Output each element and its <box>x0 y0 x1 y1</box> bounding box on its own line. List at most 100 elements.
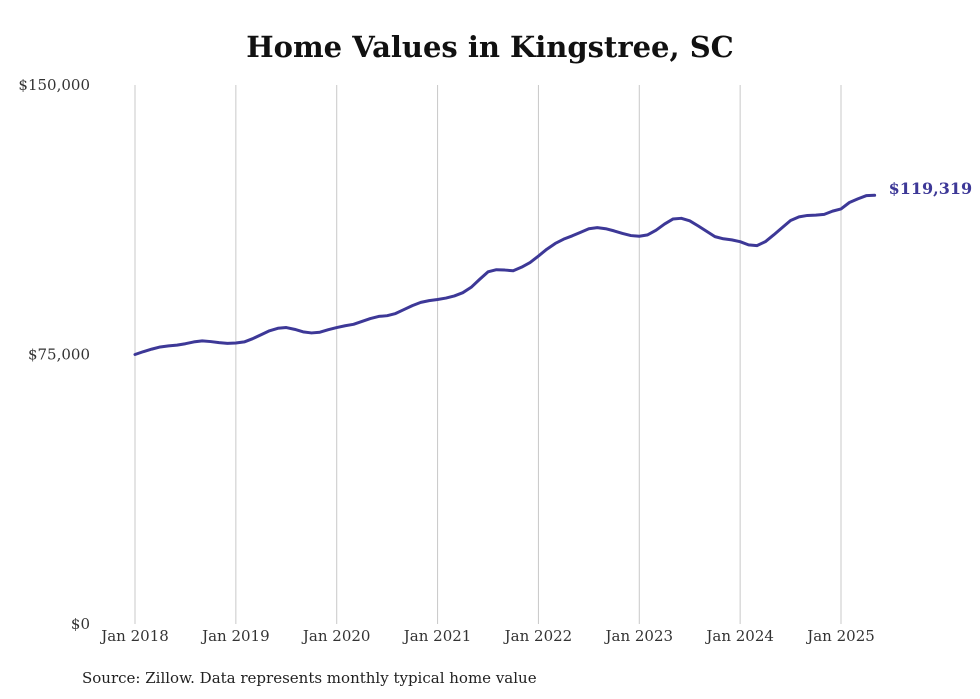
data-point <box>596 226 598 228</box>
data-point <box>260 334 262 336</box>
data-point <box>487 271 489 273</box>
data-point <box>604 228 606 230</box>
data-point <box>403 308 405 310</box>
y-tick-label: $75,000 <box>28 346 90 364</box>
data-point <box>428 299 430 301</box>
data-point <box>562 238 564 240</box>
x-tick-label: Jan 2024 <box>704 627 774 645</box>
data-point <box>520 266 522 268</box>
data-point <box>739 240 741 242</box>
data-point <box>453 295 455 297</box>
data-point <box>268 330 270 332</box>
data-point <box>184 343 186 345</box>
data-point <box>159 346 161 348</box>
x-tick-label: Jan 2022 <box>503 627 573 645</box>
data-point <box>848 201 850 203</box>
data-point <box>512 270 514 272</box>
data-point <box>285 326 287 328</box>
data-point <box>134 353 136 355</box>
end-value-label: $119,319 <box>889 179 973 198</box>
data-point <box>655 229 657 231</box>
data-point <box>319 331 321 333</box>
data-point <box>831 210 833 212</box>
data-point <box>798 216 800 218</box>
data-point <box>310 332 312 334</box>
chart-source-note: Source: Zillow. Data represents monthly … <box>82 669 537 687</box>
data-point <box>756 244 758 246</box>
data-point <box>394 312 396 314</box>
data-point <box>613 230 615 232</box>
data-point <box>815 214 817 216</box>
data-point <box>806 214 808 216</box>
data-point <box>142 350 144 352</box>
data-point <box>226 342 228 344</box>
data-point <box>579 231 581 233</box>
data-point <box>680 217 682 219</box>
data-point <box>193 341 195 343</box>
data-point <box>840 208 842 210</box>
data-point <box>235 342 237 344</box>
data-point <box>529 261 531 263</box>
data-point <box>251 337 253 339</box>
data-point <box>764 240 766 242</box>
data-point <box>588 228 590 230</box>
x-tick-label: Jan 2018 <box>99 627 169 645</box>
data-point <box>546 248 548 250</box>
data-point <box>445 297 447 299</box>
data-point <box>504 269 506 271</box>
data-point <box>646 234 648 236</box>
data-point <box>361 320 363 322</box>
grid-lines <box>134 85 842 624</box>
data-point <box>714 235 716 237</box>
x-axis-tick-labels: Jan 2018 Jan 2019 Jan 2020 Jan 2021 Jan 2022… <box>99 627 875 645</box>
data-point <box>302 331 304 333</box>
data-point <box>277 327 279 329</box>
data-point <box>705 230 707 232</box>
end-label-layer: $119,319 <box>889 179 973 198</box>
data-point <box>243 341 245 343</box>
data-point <box>722 238 724 240</box>
data-point <box>823 213 825 215</box>
data-point <box>336 326 338 328</box>
x-tick-label: Jan 2025 <box>805 627 875 645</box>
data-point <box>478 278 480 280</box>
data-point <box>201 340 203 342</box>
data-point <box>554 242 556 244</box>
series-layer <box>133 193 877 356</box>
data-point <box>420 301 422 303</box>
data-point <box>209 340 211 342</box>
data-point <box>789 219 791 221</box>
data-point <box>386 314 388 316</box>
data-point <box>672 218 674 220</box>
x-tick-label: Jan 2023 <box>604 627 674 645</box>
data-point <box>327 329 329 331</box>
y-tick-label: $0 <box>71 615 90 633</box>
data-point <box>176 344 178 346</box>
data-point <box>697 225 699 227</box>
data-point <box>731 239 733 241</box>
data-point <box>865 194 867 196</box>
data-point <box>470 286 472 288</box>
x-tick-label: Jan 2021 <box>402 627 472 645</box>
data-point <box>873 194 875 196</box>
y-axis-tick-labels: $0 $75,000 $150,000 <box>18 76 90 633</box>
data-point <box>495 269 497 271</box>
data-point <box>378 315 380 317</box>
data-point <box>151 348 153 350</box>
data-point <box>781 226 783 228</box>
data-point <box>537 255 539 257</box>
data-point <box>344 325 346 327</box>
y-tick-label: $150,000 <box>18 76 90 94</box>
series-line <box>133 193 877 356</box>
data-point <box>773 234 775 236</box>
data-point <box>630 234 632 236</box>
x-tick-label: Jan 2020 <box>301 627 371 645</box>
chart-title: Home Values in Kingstree, SC <box>246 30 734 64</box>
data-point <box>218 341 220 343</box>
data-point <box>571 235 573 237</box>
data-point <box>621 232 623 234</box>
data-point <box>293 328 295 330</box>
data-point <box>167 345 169 347</box>
data-point <box>369 317 371 319</box>
